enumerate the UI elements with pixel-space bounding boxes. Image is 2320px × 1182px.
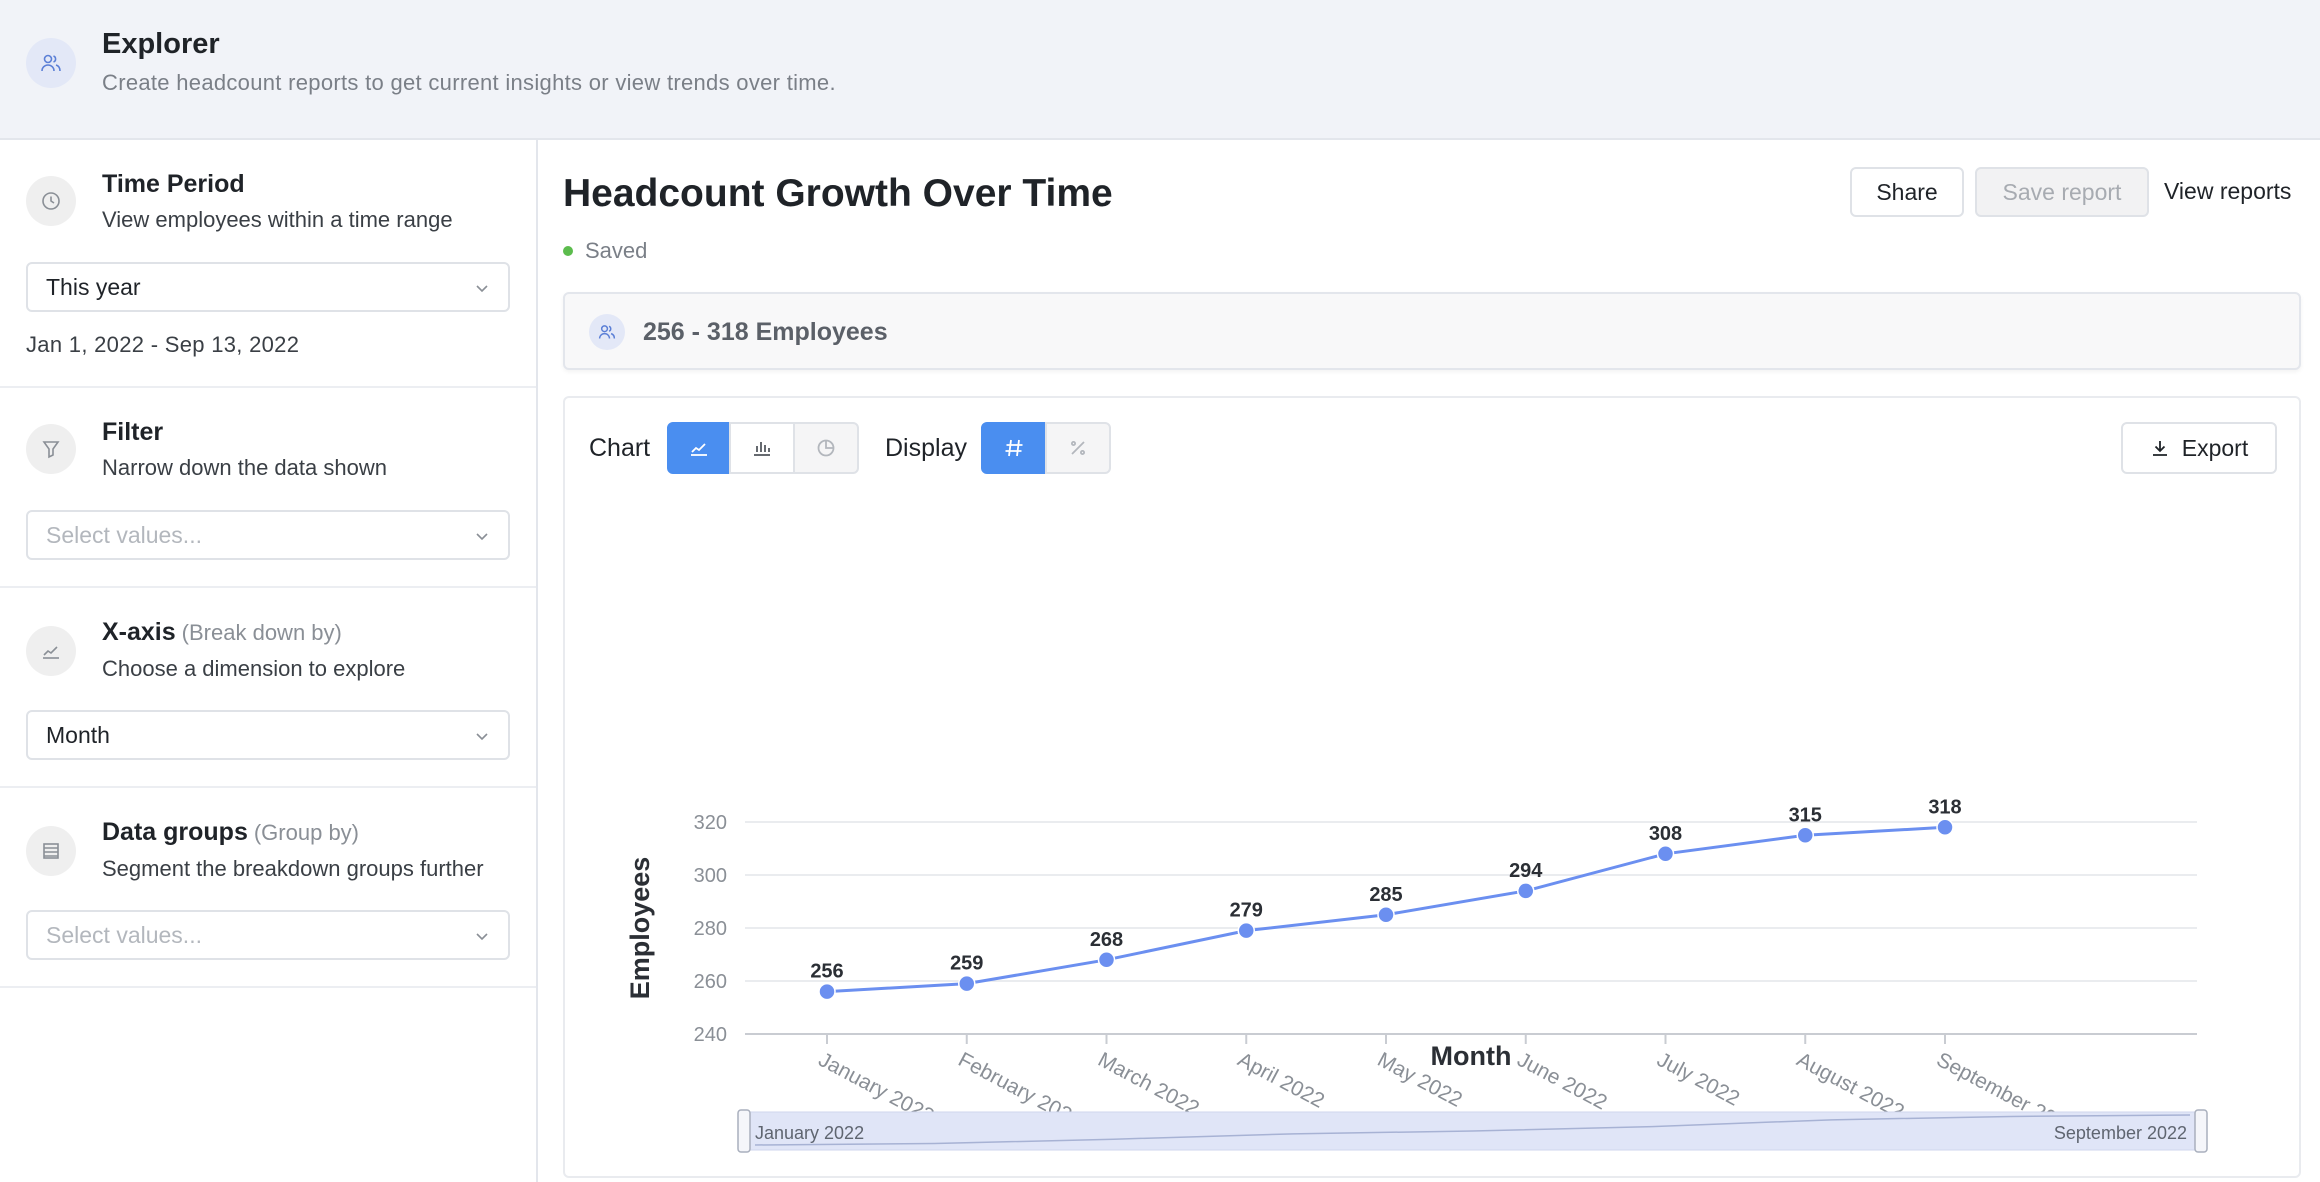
filter-select[interactable]: Select values...	[26, 510, 510, 560]
data-point[interactable]	[1237, 921, 1255, 940]
data-point[interactable]	[1097, 951, 1116, 969]
y-tick-label: 280	[694, 918, 727, 940]
display-mode-label: Display	[885, 434, 967, 462]
line-chart-icon	[691, 443, 707, 456]
data-label: 318	[1928, 796, 1961, 818]
slider-preview-line	[754, 1114, 2191, 1146]
app-title: Explorer	[102, 28, 220, 60]
y-tick-label: 260	[694, 971, 727, 993]
data-groups-title-text: Data groups	[102, 818, 248, 846]
data-label: 259	[950, 953, 983, 975]
app-header: Explorer Create headcount reports to get…	[0, 0, 2320, 140]
y-tick-label: 240	[694, 1024, 727, 1046]
report-title: Headcount Growth Over Time	[563, 172, 1113, 215]
view-reports-button[interactable]: View reports	[2164, 178, 2292, 204]
x-tick-label: March 2022	[1094, 1048, 1203, 1120]
line-chart-toggle[interactable]	[667, 422, 731, 474]
hash-icon	[1005, 439, 1023, 457]
pie-chart-toggle[interactable]	[793, 422, 859, 474]
filter-subtitle: Narrow down the data shown	[102, 455, 387, 480]
data-point[interactable]	[958, 974, 976, 993]
x-tick-label: June 2022	[1513, 1048, 1610, 1114]
percent-icon	[1071, 441, 1085, 455]
x-axis-title-text: X-axis	[102, 618, 176, 646]
data-point[interactable]	[818, 982, 836, 1001]
x-axis-label: Month	[1431, 1041, 1512, 1071]
time-period-select[interactable]: This year	[26, 262, 510, 312]
zoom-slider-start-handle[interactable]	[737, 1109, 751, 1153]
saved-status-dot	[563, 246, 573, 256]
y-tick-label: 300	[694, 865, 727, 887]
headcount-summary-text: 256 - 318 Employees	[643, 318, 888, 346]
save-report-button[interactable]: Save report	[1975, 167, 2149, 217]
data-label: 308	[1649, 823, 1682, 845]
chevron-down-icon	[476, 533, 488, 541]
data-point[interactable]	[1936, 818, 1954, 837]
data-groups-placeholder: Select values...	[46, 921, 202, 948]
x-axis-select[interactable]: Month	[26, 710, 510, 760]
data-groups-title: Data groups (Group by)	[102, 818, 359, 847]
people-icon	[26, 38, 76, 88]
chevron-down-icon	[476, 285, 488, 293]
time-period-title: Time Period	[102, 170, 245, 198]
x-tick-label: July 2022	[1653, 1048, 1743, 1111]
download-icon	[2152, 441, 2167, 456]
y-axis-label: Employees	[625, 857, 655, 1000]
line-chart-icon	[26, 626, 76, 676]
table-icon	[26, 826, 76, 876]
y-tick-label: 320	[694, 812, 727, 834]
data-groups-subtitle: Segment the breakdown groups further	[102, 856, 484, 881]
x-axis-value: Month	[46, 721, 110, 748]
data-point[interactable]	[1796, 826, 1814, 844]
percent-display-toggle[interactable]	[1045, 422, 1111, 474]
x-tick-label: April 2022	[1234, 1048, 1328, 1113]
chart-type-label: Chart	[589, 434, 651, 462]
saved-status-text: Saved	[585, 238, 648, 263]
share-button[interactable]: Share	[1850, 167, 1964, 217]
data-groups-select[interactable]: Select values...	[26, 910, 510, 960]
data-point[interactable]	[1377, 906, 1395, 924]
data-point[interactable]	[1656, 845, 1675, 863]
time-period-section: Time Period View employees within a time…	[0, 140, 536, 388]
zoom-slider-start-label: January 2022	[755, 1123, 864, 1143]
chevron-down-icon	[476, 933, 488, 941]
app-subtitle: Create headcount reports to get current …	[102, 70, 836, 95]
filter-section: Filter Narrow down the data shown Select…	[0, 388, 536, 588]
people-icon	[589, 314, 625, 350]
time-period-subtitle: View employees within a time range	[102, 207, 453, 232]
data-groups-title-note: (Group by)	[253, 820, 360, 845]
data-label: 268	[1090, 929, 1123, 951]
zoom-slider-end-handle[interactable]	[2194, 1109, 2208, 1153]
data-label: 294	[1509, 860, 1543, 882]
funnel-icon	[26, 424, 76, 474]
bar-chart-toggle[interactable]	[729, 422, 795, 474]
pie-chart-icon	[817, 439, 835, 457]
data-label: 315	[1789, 804, 1822, 826]
zoom-slider-end-label: September 2022	[2054, 1123, 2187, 1143]
filter-title: Filter	[102, 418, 164, 446]
clock-icon	[26, 176, 76, 226]
x-axis-section: X-axis (Break down by) Choose a dimension…	[0, 588, 536, 788]
bar-chart-icon	[754, 442, 770, 456]
export-button[interactable]: Export	[2121, 422, 2277, 474]
data-groups-section: Data groups (Group by) Segment the breakd…	[0, 788, 536, 988]
chart-panel: Chart Display Export 240 260 280 300 320 Jan…	[563, 396, 2301, 1178]
export-label: Export	[2181, 434, 2249, 461]
data-label: 256	[810, 961, 843, 983]
data-label: 279	[1230, 900, 1263, 922]
x-axis-title: X-axis (Break down by)	[102, 618, 342, 647]
date-range-text: Jan 1, 2022 - Sep 13, 2022	[26, 332, 300, 357]
count-display-toggle[interactable]	[981, 422, 1047, 474]
x-axis-title-note: (Break down by)	[181, 620, 342, 645]
chevron-down-icon	[476, 733, 488, 741]
sidebar: Time Period View employees within a time…	[0, 140, 538, 1182]
x-axis-subtitle: Choose a dimension to explore	[102, 656, 406, 681]
time-period-value: This year	[46, 273, 141, 300]
data-point[interactable]	[1517, 882, 1535, 900]
filter-placeholder: Select values...	[46, 521, 202, 548]
data-label: 285	[1369, 884, 1402, 906]
headcount-summary-card: 256 - 318 Employees	[563, 292, 2301, 370]
